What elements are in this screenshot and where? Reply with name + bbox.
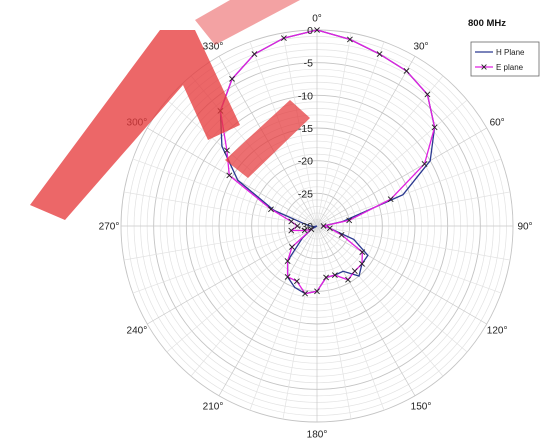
angle-tick-label: 210° (203, 402, 224, 413)
data-point-e-plane (376, 51, 383, 58)
angle-tick-label: 180° (307, 430, 328, 439)
grid-spoke (249, 225, 318, 411)
angle-tick-label: 0° (312, 14, 322, 25)
grid-spoke (132, 225, 318, 294)
radial-tick-label: -20 (298, 156, 313, 168)
grid-spoke (316, 32, 352, 227)
data-point-e-plane (251, 51, 258, 58)
grid-spoke (132, 158, 318, 227)
radial-tick-label: -5 (304, 58, 313, 70)
data-point-e-plane (268, 206, 274, 213)
legend-label-e-plane: E plane (496, 63, 524, 72)
data-point-e-plane (359, 249, 366, 256)
data-point-e-plane (294, 223, 301, 229)
data-point-e-plane (280, 35, 287, 42)
data-point-e-plane (403, 68, 410, 74)
grid-spoke (316, 225, 468, 353)
angle-tick-label: 60° (490, 118, 505, 129)
angle-tick-label: 330° (203, 41, 224, 52)
data-point-e-plane (320, 223, 327, 229)
grid-spoke (190, 225, 318, 377)
data-point-e-plane (301, 227, 308, 234)
grid-spoke (316, 75, 444, 227)
radial-tick-label: 0 (307, 25, 313, 37)
data-point-e-plane (223, 147, 230, 154)
axis-labels: 0°30°60°90°120°150°180°210°240°270°300°3… (99, 14, 533, 439)
data-point-e-plane (289, 244, 295, 250)
grid-spoke (316, 225, 511, 261)
legend: H Plane E plane (470, 41, 540, 77)
grid-spoke (123, 225, 318, 261)
angle-tick-label: 270° (99, 222, 120, 233)
angle-tick-label: 120° (487, 326, 508, 337)
data-point-e-plane (338, 232, 345, 238)
watermark-graphic (30, 0, 310, 220)
data-point-e-plane (293, 278, 300, 285)
angle-tick-label: 150° (411, 402, 432, 413)
grid-spoke (316, 225, 444, 377)
legend-box (470, 41, 540, 77)
angle-tick-label: 30° (413, 41, 428, 52)
data-point-e-plane (331, 272, 338, 279)
grid-spoke (316, 225, 487, 325)
radial-tick-label: -30 (298, 221, 313, 233)
data-point-e-plane (326, 225, 333, 232)
data-point-e-plane (421, 161, 428, 167)
data-point-e-plane (359, 260, 365, 267)
angle-tick-label: 240° (127, 326, 148, 337)
legend-label-h-plane: H Plane (496, 48, 525, 57)
grid-spoke (123, 191, 318, 227)
angle-tick-label: 90° (517, 222, 532, 233)
data-point-e-plane (308, 226, 315, 233)
series-layer (217, 27, 438, 297)
legend-marker-e-plane (481, 64, 487, 70)
grid-spoke (316, 225, 416, 396)
grid-spoke (316, 225, 352, 420)
data-point-e-plane (351, 268, 358, 274)
grid-spoke (282, 225, 318, 420)
grid-spoke (316, 127, 487, 227)
data-point-e-plane (323, 274, 329, 281)
grid-spoke (316, 225, 385, 411)
data-point-e-plane (284, 274, 291, 280)
grid-spoke (147, 225, 318, 325)
data-point-e-plane (424, 91, 431, 98)
grid-spoke (218, 225, 318, 396)
data-point-e-plane (226, 172, 233, 179)
data-point-e-plane (302, 290, 309, 297)
data-point-e-plane (387, 196, 394, 203)
data-point-e-plane (288, 227, 295, 234)
grid-spoke (316, 99, 468, 227)
data-point-e-plane (346, 217, 353, 224)
data-point-e-plane (346, 36, 353, 43)
data-point-e-plane (431, 124, 438, 131)
grid-spoke (316, 41, 385, 227)
data-point-e-plane (345, 276, 351, 283)
data-point-e-plane (314, 288, 320, 295)
grid-spoke (316, 56, 416, 227)
data-point-e-plane (314, 27, 320, 33)
data-point-e-plane (284, 258, 291, 264)
grid-spoke (282, 32, 318, 227)
data-point-e-plane (288, 218, 295, 225)
data-point-e-plane (229, 75, 235, 82)
radial-tick-label: -10 (298, 90, 313, 102)
chart-title: 800 MHz (468, 18, 506, 29)
grid-spoke (316, 158, 502, 227)
radial-tick-label: -25 (298, 188, 313, 200)
